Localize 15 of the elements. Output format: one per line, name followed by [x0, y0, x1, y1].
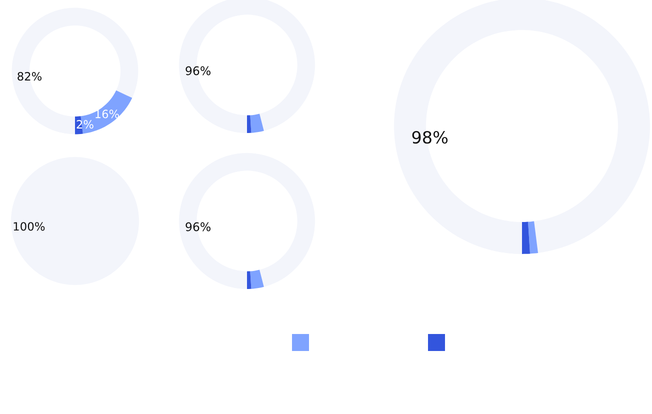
donut-slice	[250, 270, 264, 289]
donut-slice	[12, 8, 138, 134]
donut-slice	[247, 115, 252, 133]
data-label: 98%	[412, 130, 448, 144]
data-label: 96%	[186, 66, 210, 76]
donut-slice	[394, 0, 650, 254]
donut-slice	[179, 153, 315, 289]
data-label: 82%	[18, 72, 42, 81]
donut-slice	[247, 271, 252, 289]
donut-slice	[522, 222, 530, 254]
donut-slice	[528, 221, 538, 254]
data-label: 16%	[96, 110, 119, 118]
donut-slice	[250, 114, 264, 133]
data-label: 96%	[186, 222, 210, 232]
data-label: 100%	[14, 222, 45, 231]
